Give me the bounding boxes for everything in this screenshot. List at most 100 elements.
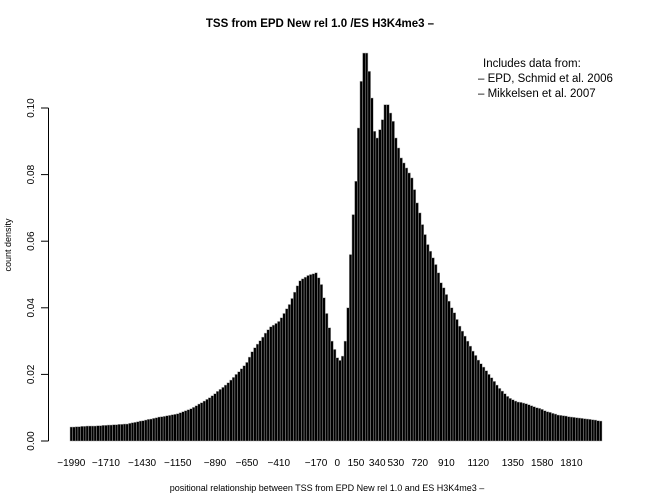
bar xyxy=(146,419,151,442)
bar xyxy=(178,412,182,442)
y-axis-label: count density xyxy=(3,218,13,272)
bar xyxy=(338,360,342,442)
bar xyxy=(213,393,217,442)
bar xyxy=(311,273,315,442)
bar xyxy=(420,224,425,442)
bar xyxy=(229,379,233,442)
bar xyxy=(330,340,334,442)
bar xyxy=(319,284,323,442)
x-tick-label: 0 xyxy=(335,458,341,469)
x-tick-label: 1810 xyxy=(560,458,583,469)
bar xyxy=(80,426,84,442)
bar xyxy=(303,276,307,442)
bar xyxy=(508,398,512,442)
bar xyxy=(117,424,121,442)
bar xyxy=(104,425,108,442)
bar xyxy=(120,424,124,442)
bar xyxy=(431,257,435,442)
bar xyxy=(88,425,92,442)
bar xyxy=(346,307,350,442)
bar xyxy=(436,272,440,442)
bar xyxy=(83,426,87,442)
bar xyxy=(168,415,172,442)
bar xyxy=(373,131,377,442)
bar xyxy=(192,407,196,442)
bar xyxy=(136,421,140,442)
bar xyxy=(107,424,111,442)
bar xyxy=(495,384,499,442)
x-tick-label: −890 xyxy=(204,458,227,469)
x-tick-label: −1990 xyxy=(57,458,86,469)
bar xyxy=(138,420,143,442)
bar xyxy=(551,413,555,442)
bar xyxy=(341,355,345,442)
bar xyxy=(458,325,462,442)
x-tick-label: 1350 xyxy=(502,458,525,469)
bar xyxy=(112,424,116,442)
bar xyxy=(293,291,297,442)
bar xyxy=(144,419,148,442)
bar xyxy=(452,312,456,442)
bar xyxy=(263,332,268,442)
bar xyxy=(189,408,193,442)
x-tick-label: −1430 xyxy=(128,458,157,469)
x-tick-label: 910 xyxy=(438,458,455,469)
bar xyxy=(468,345,472,442)
bar xyxy=(548,412,552,442)
bar xyxy=(380,119,385,442)
x-tick-label: 720 xyxy=(411,458,428,469)
bar xyxy=(210,395,214,442)
bar xyxy=(282,313,286,442)
bar xyxy=(205,399,209,442)
bar xyxy=(247,356,252,442)
bar xyxy=(415,202,419,442)
x-tick-label: −170 xyxy=(305,458,328,469)
bar xyxy=(194,405,198,442)
bar xyxy=(561,415,565,442)
bar xyxy=(261,336,265,442)
bar xyxy=(588,419,592,442)
bar xyxy=(149,418,153,442)
bar xyxy=(490,377,494,442)
bar xyxy=(516,401,520,442)
legend-line-epd: – EPD, Schmid et al. 2006 xyxy=(478,73,613,85)
bar xyxy=(498,388,502,442)
bar xyxy=(306,275,310,442)
bar xyxy=(333,349,337,442)
bar xyxy=(93,425,97,442)
bar xyxy=(532,406,536,442)
bar xyxy=(362,52,366,442)
bar xyxy=(314,272,318,442)
bar xyxy=(466,340,470,442)
bar xyxy=(404,167,409,442)
x-tick-label: −1710 xyxy=(92,458,121,469)
bar xyxy=(553,413,558,442)
y-axis: 0.00 0.02 0.04 0.06 0.08 0.10 xyxy=(26,98,49,451)
bar xyxy=(295,285,299,442)
bar xyxy=(426,244,430,442)
x-tick-label: −410 xyxy=(268,458,291,469)
bar xyxy=(596,420,600,442)
legend: Includes data from: – EPD, Schmid et al.… xyxy=(478,58,613,100)
bar xyxy=(585,418,589,442)
bar xyxy=(506,396,510,442)
bar xyxy=(221,387,225,442)
bar xyxy=(513,400,518,442)
bar xyxy=(335,357,339,442)
bar xyxy=(258,340,262,442)
bar xyxy=(460,330,464,442)
bar xyxy=(479,363,483,442)
bar xyxy=(240,368,244,442)
bar xyxy=(245,362,249,442)
bar xyxy=(343,340,347,442)
bar xyxy=(160,416,164,442)
bar xyxy=(351,214,355,442)
bar xyxy=(253,347,257,442)
bar xyxy=(114,424,119,442)
bar xyxy=(75,426,79,442)
bar xyxy=(388,112,393,442)
bar xyxy=(423,234,427,442)
bar xyxy=(428,250,432,442)
bar xyxy=(109,424,113,442)
bar xyxy=(569,416,573,442)
